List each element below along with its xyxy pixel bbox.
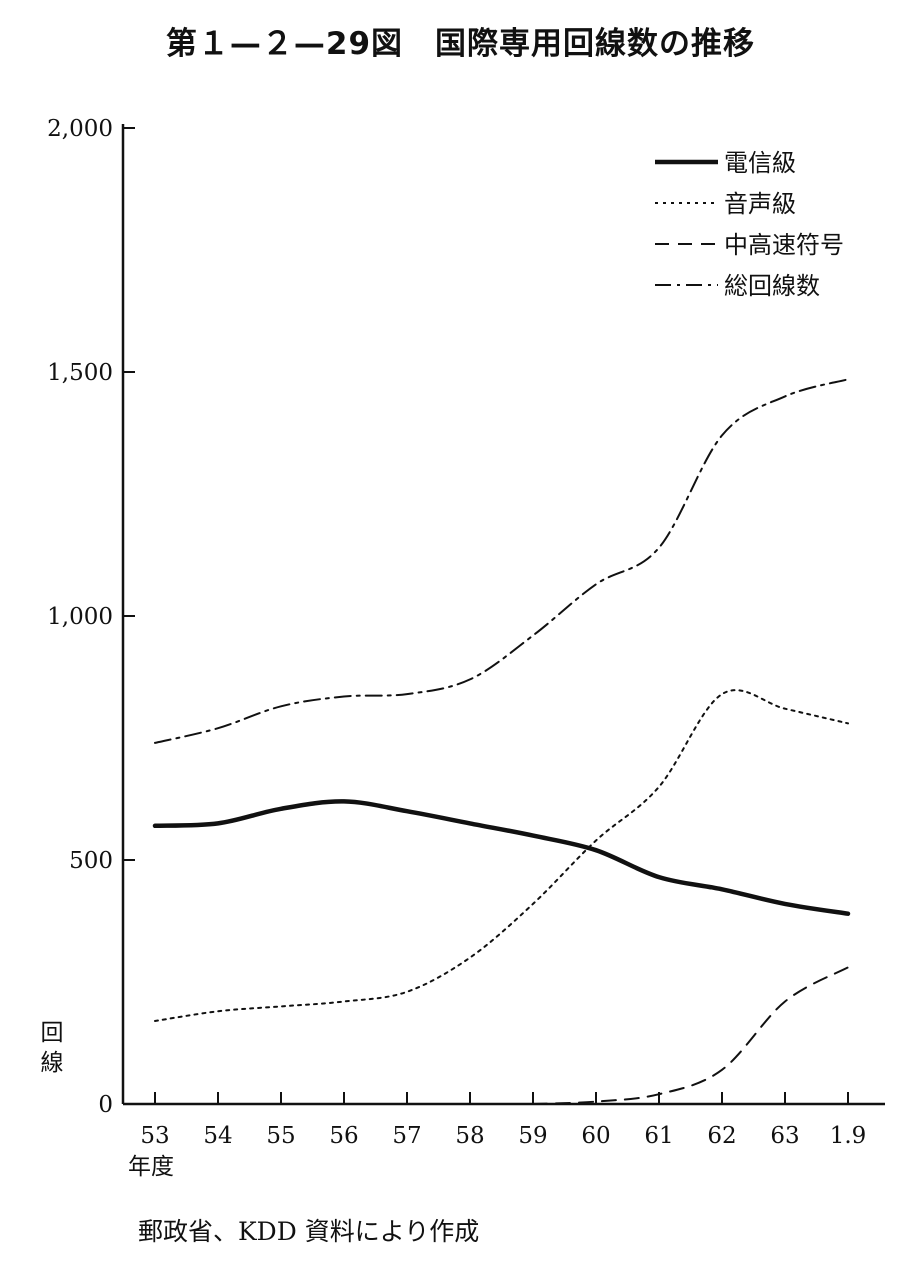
y-tick-label: 1,500 [47, 360, 113, 386]
figure-title: 第１—２—29図 国際専用回線数の推移 [165, 26, 756, 62]
x-axis-ticks: 53 54 55 56 57 58 59 60 61 62 63 1.9 [140, 1092, 866, 1149]
x-axis-label: 年度 [128, 1154, 174, 1180]
x-tick-label: 57 [392, 1123, 421, 1149]
y-axis-label: 回線 [41, 1020, 64, 1076]
x-tick-label: 62 [707, 1123, 736, 1149]
y-tick-label: 2,000 [47, 116, 113, 142]
series-line-総回線数 [154, 378, 849, 744]
legend-label: 中高速符号 [724, 231, 844, 259]
x-tick-label: 59 [518, 1123, 547, 1149]
x-tick-label: 63 [770, 1123, 799, 1149]
chart-axes [121, 124, 885, 1106]
series-line-音声級 [154, 689, 849, 1022]
y-tick-label: 1,000 [47, 604, 113, 630]
y-tick-label: 500 [69, 848, 113, 874]
x-tick-label: 58 [455, 1123, 484, 1149]
x-tick-label: 54 [203, 1123, 232, 1149]
x-tick-label: 1.9 [830, 1123, 867, 1149]
source-note: 郵政省、KDD 資料により作成 [138, 1217, 480, 1246]
x-tick-label: 55 [266, 1123, 295, 1149]
y-axis-ticks: 0 500 1,000 1,500 2,000 [47, 116, 135, 1118]
legend-label: 音声級 [724, 190, 796, 218]
series-line-中高速符号 [532, 966, 849, 1105]
y-tick-label: 0 [98, 1092, 113, 1118]
series-lines [152, 378, 851, 1105]
legend-label: 電信級 [724, 149, 796, 177]
series-line-電信級 [152, 799, 851, 916]
legend-label: 総回線数 [724, 272, 820, 300]
x-tick-label: 60 [581, 1123, 610, 1149]
x-tick-label: 61 [644, 1123, 673, 1149]
x-tick-label: 56 [329, 1123, 358, 1149]
x-tick-label: 53 [140, 1123, 169, 1149]
axis-labels: 回線 年度 [41, 1020, 175, 1180]
